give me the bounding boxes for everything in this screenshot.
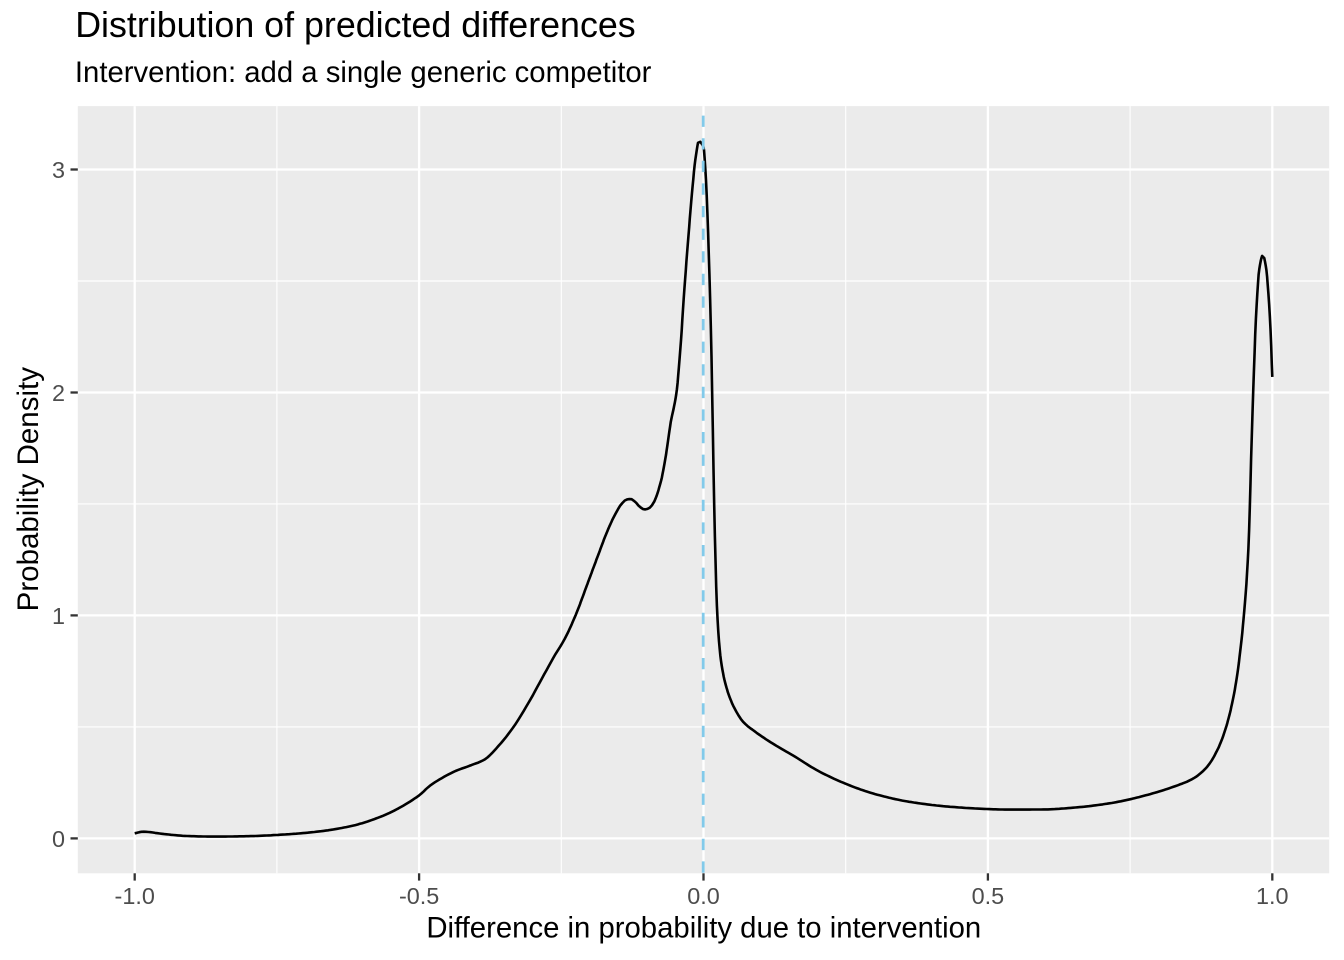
svg-text:Difference in probability due: Difference in probability due to interve… <box>426 912 981 945</box>
svg-text:Probability Density: Probability Density <box>12 367 45 612</box>
svg-text:1.0: 1.0 <box>1256 883 1289 909</box>
svg-text:0: 0 <box>52 826 65 852</box>
svg-text:-0.5: -0.5 <box>399 883 439 909</box>
svg-text:1: 1 <box>52 603 65 629</box>
svg-text:Intervention: add a single gen: Intervention: add a single generic compe… <box>75 56 652 89</box>
svg-text:Distribution of predicted diff: Distribution of predicted differences <box>75 5 635 45</box>
svg-text:3: 3 <box>52 157 65 183</box>
svg-text:0.0: 0.0 <box>687 883 720 909</box>
svg-text:0.5: 0.5 <box>972 883 1005 909</box>
svg-text:2: 2 <box>52 380 65 406</box>
svg-text:-1.0: -1.0 <box>115 883 155 909</box>
